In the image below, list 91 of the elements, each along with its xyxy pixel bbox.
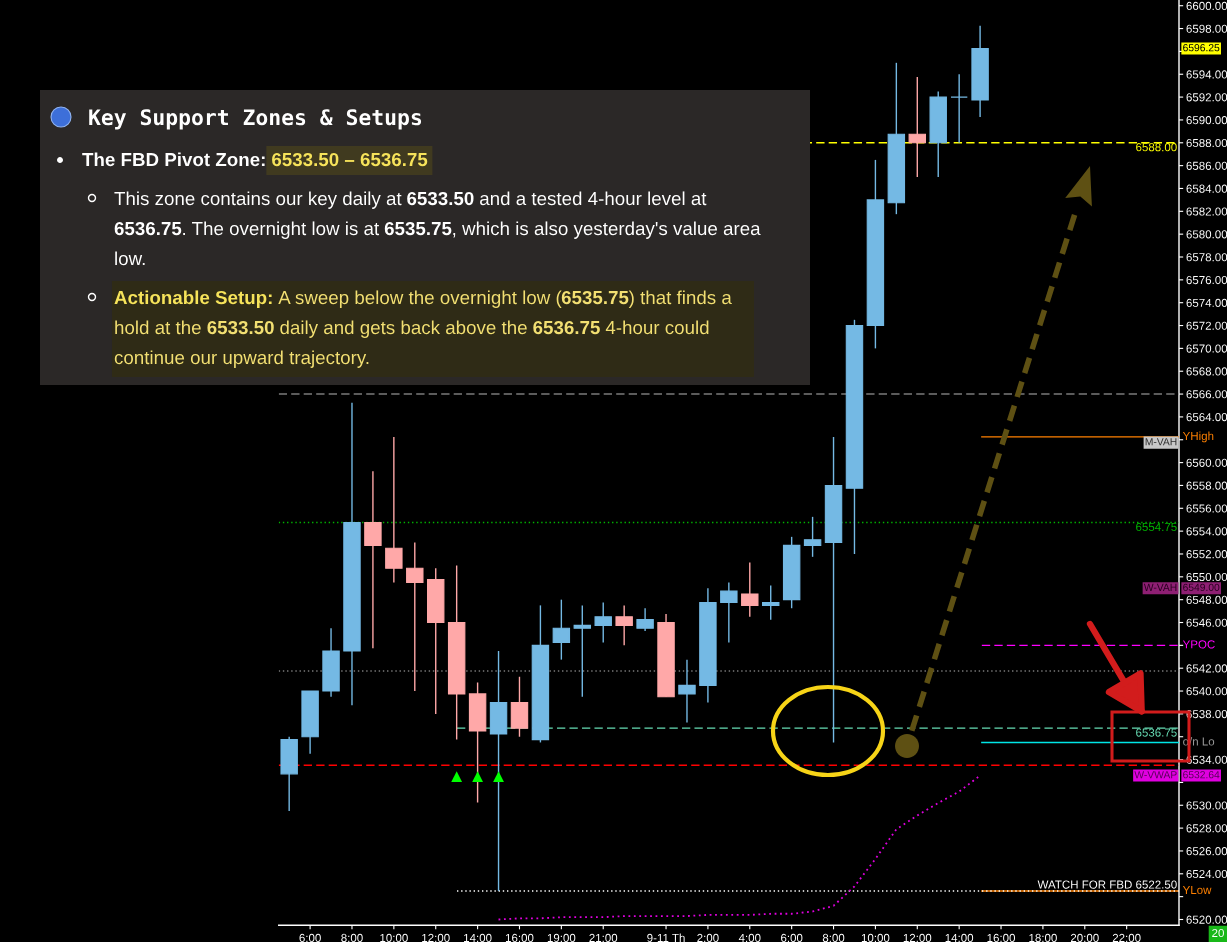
annotation: This zone contains our key daily at 6533.50 and a tested 4-hour level at bbox=[114, 191, 707, 209]
x-tick-label: 8:00 bbox=[822, 933, 845, 942]
ref-line-label: 6536.75 bbox=[1136, 728, 1177, 737]
annotation: continue our upward trajectory. bbox=[114, 350, 369, 368]
y-tick-label: 6528.00 bbox=[1186, 824, 1227, 833]
y-tick-label: 6550.00 bbox=[1186, 572, 1227, 582]
x-tick-label: 10:00 bbox=[380, 933, 408, 942]
y-tick-label: 6594.00 bbox=[1186, 70, 1227, 79]
y-tick-label: 6572.00 bbox=[1186, 321, 1227, 330]
annotation: Key Support Zones & Setups bbox=[89, 109, 422, 130]
y-tick-label: 6548.00 bbox=[1186, 595, 1227, 604]
candlestick bbox=[552, 598, 571, 661]
y-tick-label: 6578.00 bbox=[1186, 253, 1227, 262]
x-tick-label: 6:00 bbox=[299, 933, 321, 942]
y-tick-label: 6554.00 bbox=[1186, 527, 1227, 536]
y-tick-label: 6552.00 bbox=[1186, 550, 1227, 559]
ref-line-label: 6588.00 bbox=[1136, 143, 1177, 152]
y-tick-label: 6530.00 bbox=[1186, 801, 1227, 810]
annotation: 6549.00 bbox=[1183, 583, 1220, 591]
y-tick-label: 6574.00 bbox=[1186, 298, 1227, 307]
annotation: W-VAH bbox=[1143, 583, 1177, 591]
y-tick-label: 6588.00 bbox=[1186, 138, 1227, 148]
ref-line-label: YPOC bbox=[1182, 640, 1215, 649]
x-tick-label: 16:00 bbox=[505, 933, 534, 942]
x-tick-label: 10:00 bbox=[861, 933, 890, 942]
x-tick-label: 22:00 bbox=[1112, 933, 1141, 942]
x-tick-label: 19:00 bbox=[547, 933, 576, 942]
x-tick-label: 6:00 bbox=[781, 933, 803, 942]
text: 20 bbox=[1212, 928, 1224, 938]
x-tick-label: 4:00 bbox=[738, 933, 761, 942]
y-tick-label: 6546.00 bbox=[1186, 618, 1227, 627]
x-tick-label: 9-11 Th bbox=[647, 933, 685, 942]
text: low. bbox=[115, 251, 145, 266]
candlestick bbox=[803, 516, 822, 558]
y-tick-label: 6584.00 bbox=[1186, 184, 1227, 193]
y-tick-label: 6542.00 bbox=[1186, 664, 1227, 673]
y-tick-label: 6564.00 bbox=[1186, 413, 1227, 422]
x-tick-label: 21:00 bbox=[589, 933, 618, 942]
ref-line-label: WATCH FOR FBD 6522.50 bbox=[1037, 880, 1177, 889]
y-tick-label: 6558.00 bbox=[1186, 481, 1227, 490]
y-tick-label: 6592.00 bbox=[1186, 93, 1227, 102]
y-tick-label: 6586.00 bbox=[1186, 161, 1227, 170]
y-tick-label: 6570.00 bbox=[1186, 344, 1227, 353]
y-tick-label: 6568.00 bbox=[1186, 367, 1227, 376]
x-tick-label: 12:00 bbox=[903, 933, 932, 942]
candlestick bbox=[950, 73, 968, 144]
x-tick-label: 2:00 bbox=[697, 933, 719, 942]
candlestick bbox=[406, 541, 424, 692]
x-tick-label: 20:00 bbox=[1070, 933, 1099, 942]
x-tick-label: 16:00 bbox=[987, 933, 1016, 942]
x-tick-label: 14:00 bbox=[464, 933, 492, 942]
x-tick-label: 14:00 bbox=[945, 933, 974, 942]
ref-line-label: YHigh bbox=[1182, 431, 1214, 443]
candlestick bbox=[908, 76, 927, 178]
y-tick-label: 6590.00 bbox=[1186, 116, 1227, 125]
candlestick bbox=[594, 601, 612, 644]
x-tick-label: 12:00 bbox=[422, 933, 450, 942]
candlestick bbox=[636, 607, 654, 632]
y-tick-label: 6582.00 bbox=[1186, 207, 1227, 216]
y-tick-label: 6520.00 bbox=[1186, 915, 1227, 924]
y-tick-label: 6524.00 bbox=[1186, 869, 1227, 879]
candlestick bbox=[720, 581, 738, 644]
line-series bbox=[497, 774, 982, 921]
candlestick bbox=[762, 584, 780, 621]
ref-line-label: YLow bbox=[1182, 885, 1212, 895]
y-tick-label: 6560.00 bbox=[1186, 458, 1227, 467]
annotation: M-VAH bbox=[1145, 438, 1177, 446]
annotation: 6596.25 bbox=[1183, 44, 1220, 52]
y-tick-label: 6576.00 bbox=[1186, 275, 1227, 285]
candlestick bbox=[741, 561, 759, 618]
y-tick-label: 6526.00 bbox=[1186, 847, 1227, 856]
annotation: W-VWAP bbox=[1134, 771, 1177, 779]
x-tick-label: 18:00 bbox=[1029, 933, 1057, 942]
candlestick bbox=[678, 658, 696, 724]
x-tick-label: 8:00 bbox=[341, 933, 363, 942]
y-tick-label: 6598.00 bbox=[1186, 24, 1227, 33]
annotation: Actionable Setup: A sweep below the overnight low (6535.75) that finds a bbox=[114, 290, 732, 308]
candlestick bbox=[364, 470, 382, 649]
y-tick-label: 6556.00 bbox=[1186, 504, 1227, 513]
annotation: hold at the 6533.50 daily and gets back above the 6536.75 4-hour could bbox=[115, 320, 709, 338]
y-tick-label: 6600.00 bbox=[1186, 1, 1227, 10]
y-tick-label: 6580.00 bbox=[1186, 230, 1227, 239]
annotation: The FBD Pivot Zone: 6533.50 – 6536.75 bbox=[82, 152, 428, 167]
y-tick-label: 6566.00 bbox=[1186, 390, 1227, 399]
annotation: 6536.75. The overnight low is at 6535.75, which is also yesterday's value area bbox=[114, 221, 761, 239]
y-tick-label: 6540.00 bbox=[1186, 687, 1227, 696]
ref-line-label: 6554.75 bbox=[1136, 522, 1177, 532]
candlestick bbox=[615, 604, 633, 647]
text: 6532.64 bbox=[1183, 771, 1220, 779]
candlestick bbox=[573, 604, 592, 698]
candlestick bbox=[385, 436, 403, 584]
